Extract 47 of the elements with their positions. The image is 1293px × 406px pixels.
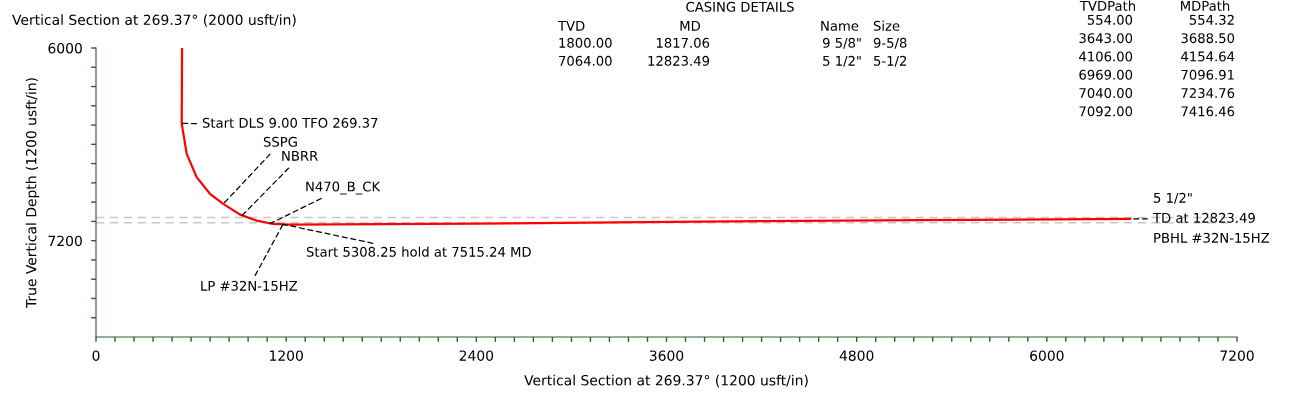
annotation: PBHL #32N-15HZ [1154, 232, 1270, 243]
annotation: 7092.00 [1079, 106, 1133, 117]
annotation: 9-5/8 [873, 37, 907, 49]
annotation: 4154.64 [1181, 51, 1235, 62]
text: MDPath [1181, 0, 1230, 11]
annotation: LP #32N-15HZ [201, 280, 298, 291]
text: Name [821, 21, 859, 31]
chart-title: Vertical Section at 269.37° (2000 usft/in) [12, 14, 296, 27]
y-axis-title: True Vertical Depth (1200 usft/in) [25, 78, 40, 309]
x-tick-label: 2400 [459, 350, 494, 361]
x-tick-label: 7200 [1220, 350, 1254, 361]
text: 3688.50 [1181, 33, 1235, 44]
annotation: 4106.00 [1079, 51, 1133, 62]
annotation: Start 5308.25 hold at 7515.24 MD [306, 246, 531, 257]
annotation: 7096.91 [1181, 69, 1234, 80]
annotation: 5-1/2 [874, 55, 907, 67]
annotation: NBRR [282, 151, 318, 161]
annotation: Start DLS 9.00 TFO 269.37 [202, 117, 378, 128]
x-tick-label: 1200 [270, 350, 303, 361]
annotation: 7234.76 [1181, 88, 1235, 99]
text: 554.32 [1189, 14, 1234, 25]
annotation: 7064.00 [559, 55, 612, 66]
x-tick-label: 4800 [839, 350, 874, 361]
annotation: 5 1/2" [823, 55, 861, 67]
text: 3643.00 [1079, 33, 1133, 44]
annotation: 6969.00 [1079, 69, 1133, 80]
annotation: 9 5/8" [822, 37, 861, 49]
annotation: N470_B_CK [306, 181, 381, 195]
text: Size [873, 20, 900, 31]
text: TVD [557, 21, 585, 31]
text: 554.00 [1087, 14, 1133, 25]
x-tick-label: 0 [92, 350, 100, 361]
x-tick-label: 6000 [1030, 350, 1064, 361]
text: TVDPath [1079, 0, 1135, 11]
text: CASING DETAILS [686, 1, 794, 12]
annotation: TD at 12823.49 [1152, 212, 1255, 223]
text: 1800.00 [559, 37, 612, 48]
annotation: 7416.46 [1181, 106, 1235, 117]
annotation: 12823.49 [648, 55, 710, 66]
text: 1817.06 [656, 37, 710, 48]
annotation: SSPG [263, 136, 297, 147]
x-axis-title: Vertical Section at 269.37° (1200 usft/in) [524, 374, 808, 388]
x-tick-label: 3600 [649, 350, 684, 361]
line-series [180, 48, 1132, 226]
annotation: 5 1/2" [1154, 192, 1192, 204]
annotation: 7040.00 [1079, 88, 1133, 99]
text: MD [680, 21, 700, 31]
